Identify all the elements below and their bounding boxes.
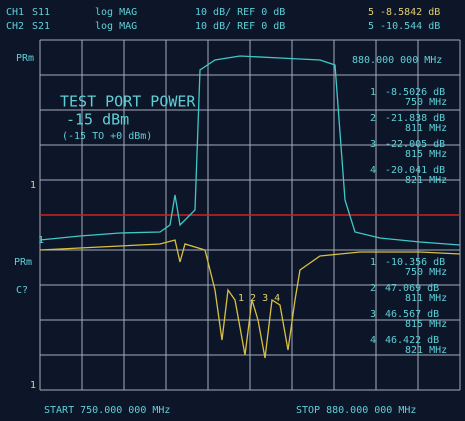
marker-frequency: 811 MHz <box>405 123 447 134</box>
marker-value: -20.041 dB <box>385 165 445 176</box>
marker-number: 2 <box>370 113 376 124</box>
marker-value: 47.069 dB <box>385 283 439 294</box>
marker-number: 3 <box>370 139 376 150</box>
start-frequency: START 750.000 000 MHz <box>44 405 170 416</box>
marker-value: -21.838 dB <box>385 113 445 124</box>
trace-markers: 1 2 3 4 <box>238 293 280 304</box>
marker-readout: 5 -10.544 dB <box>368 21 440 32</box>
marker-value: 46.567 dB <box>385 309 439 320</box>
side-label: C? <box>16 285 28 296</box>
marker-value: -10.356 dB <box>385 257 445 268</box>
marker-readout: 5 -8.5842 dB <box>368 7 440 18</box>
power-range: (-15 TO +0 dBm) <box>62 131 152 142</box>
marker-value: 46.422 dB <box>385 335 439 346</box>
scale-label: 10 dB/ REF 0 dB <box>195 7 285 18</box>
scale-label: 10 dB/ REF 0 dB <box>195 21 285 32</box>
marker-number: 1 <box>370 87 376 98</box>
marker-number: 4 <box>370 335 376 346</box>
param-label: S11 <box>32 7 50 18</box>
marker-value: -22.005 dB <box>385 139 445 150</box>
param-label: S21 <box>32 21 50 32</box>
side-label: 1 <box>30 180 36 191</box>
marker-number: 3 <box>370 309 376 320</box>
format-label: log MAG <box>95 7 137 18</box>
s21-trace <box>39 239 461 359</box>
marker-frequency: 815 MHz <box>405 319 447 330</box>
marker-frequency: 815 MHz <box>405 149 447 160</box>
marker-frequency: 750 MHz <box>405 267 447 278</box>
marker-number: 2 <box>370 283 376 294</box>
channel-label: CH2 <box>6 21 24 32</box>
side-label: 1 <box>38 235 44 246</box>
marker-frequency: 880.000 000 MHz <box>352 55 442 66</box>
channel-label: CH1 <box>6 7 24 18</box>
power-title: TEST PORT POWER <box>60 93 196 111</box>
power-value: -15 dBm <box>66 111 129 129</box>
stop-frequency: STOP 880.000 000 MHz <box>296 405 416 416</box>
marker-number: 4 <box>370 165 376 176</box>
format-label: log MAG <box>95 21 137 32</box>
side-label: PRm <box>16 53 34 64</box>
side-label: PRm <box>14 257 32 268</box>
marker-frequency: 821 MHz <box>405 345 447 356</box>
s11-trace <box>39 55 461 246</box>
marker-frequency: 811 MHz <box>405 293 447 304</box>
side-label: 1 <box>30 380 36 391</box>
marker-frequency: 750 MHz <box>405 97 447 108</box>
marker-number: 1 <box>370 257 376 268</box>
marker-value: -8.5026 dB <box>385 87 445 98</box>
marker-frequency: 821 MHz <box>405 175 447 186</box>
